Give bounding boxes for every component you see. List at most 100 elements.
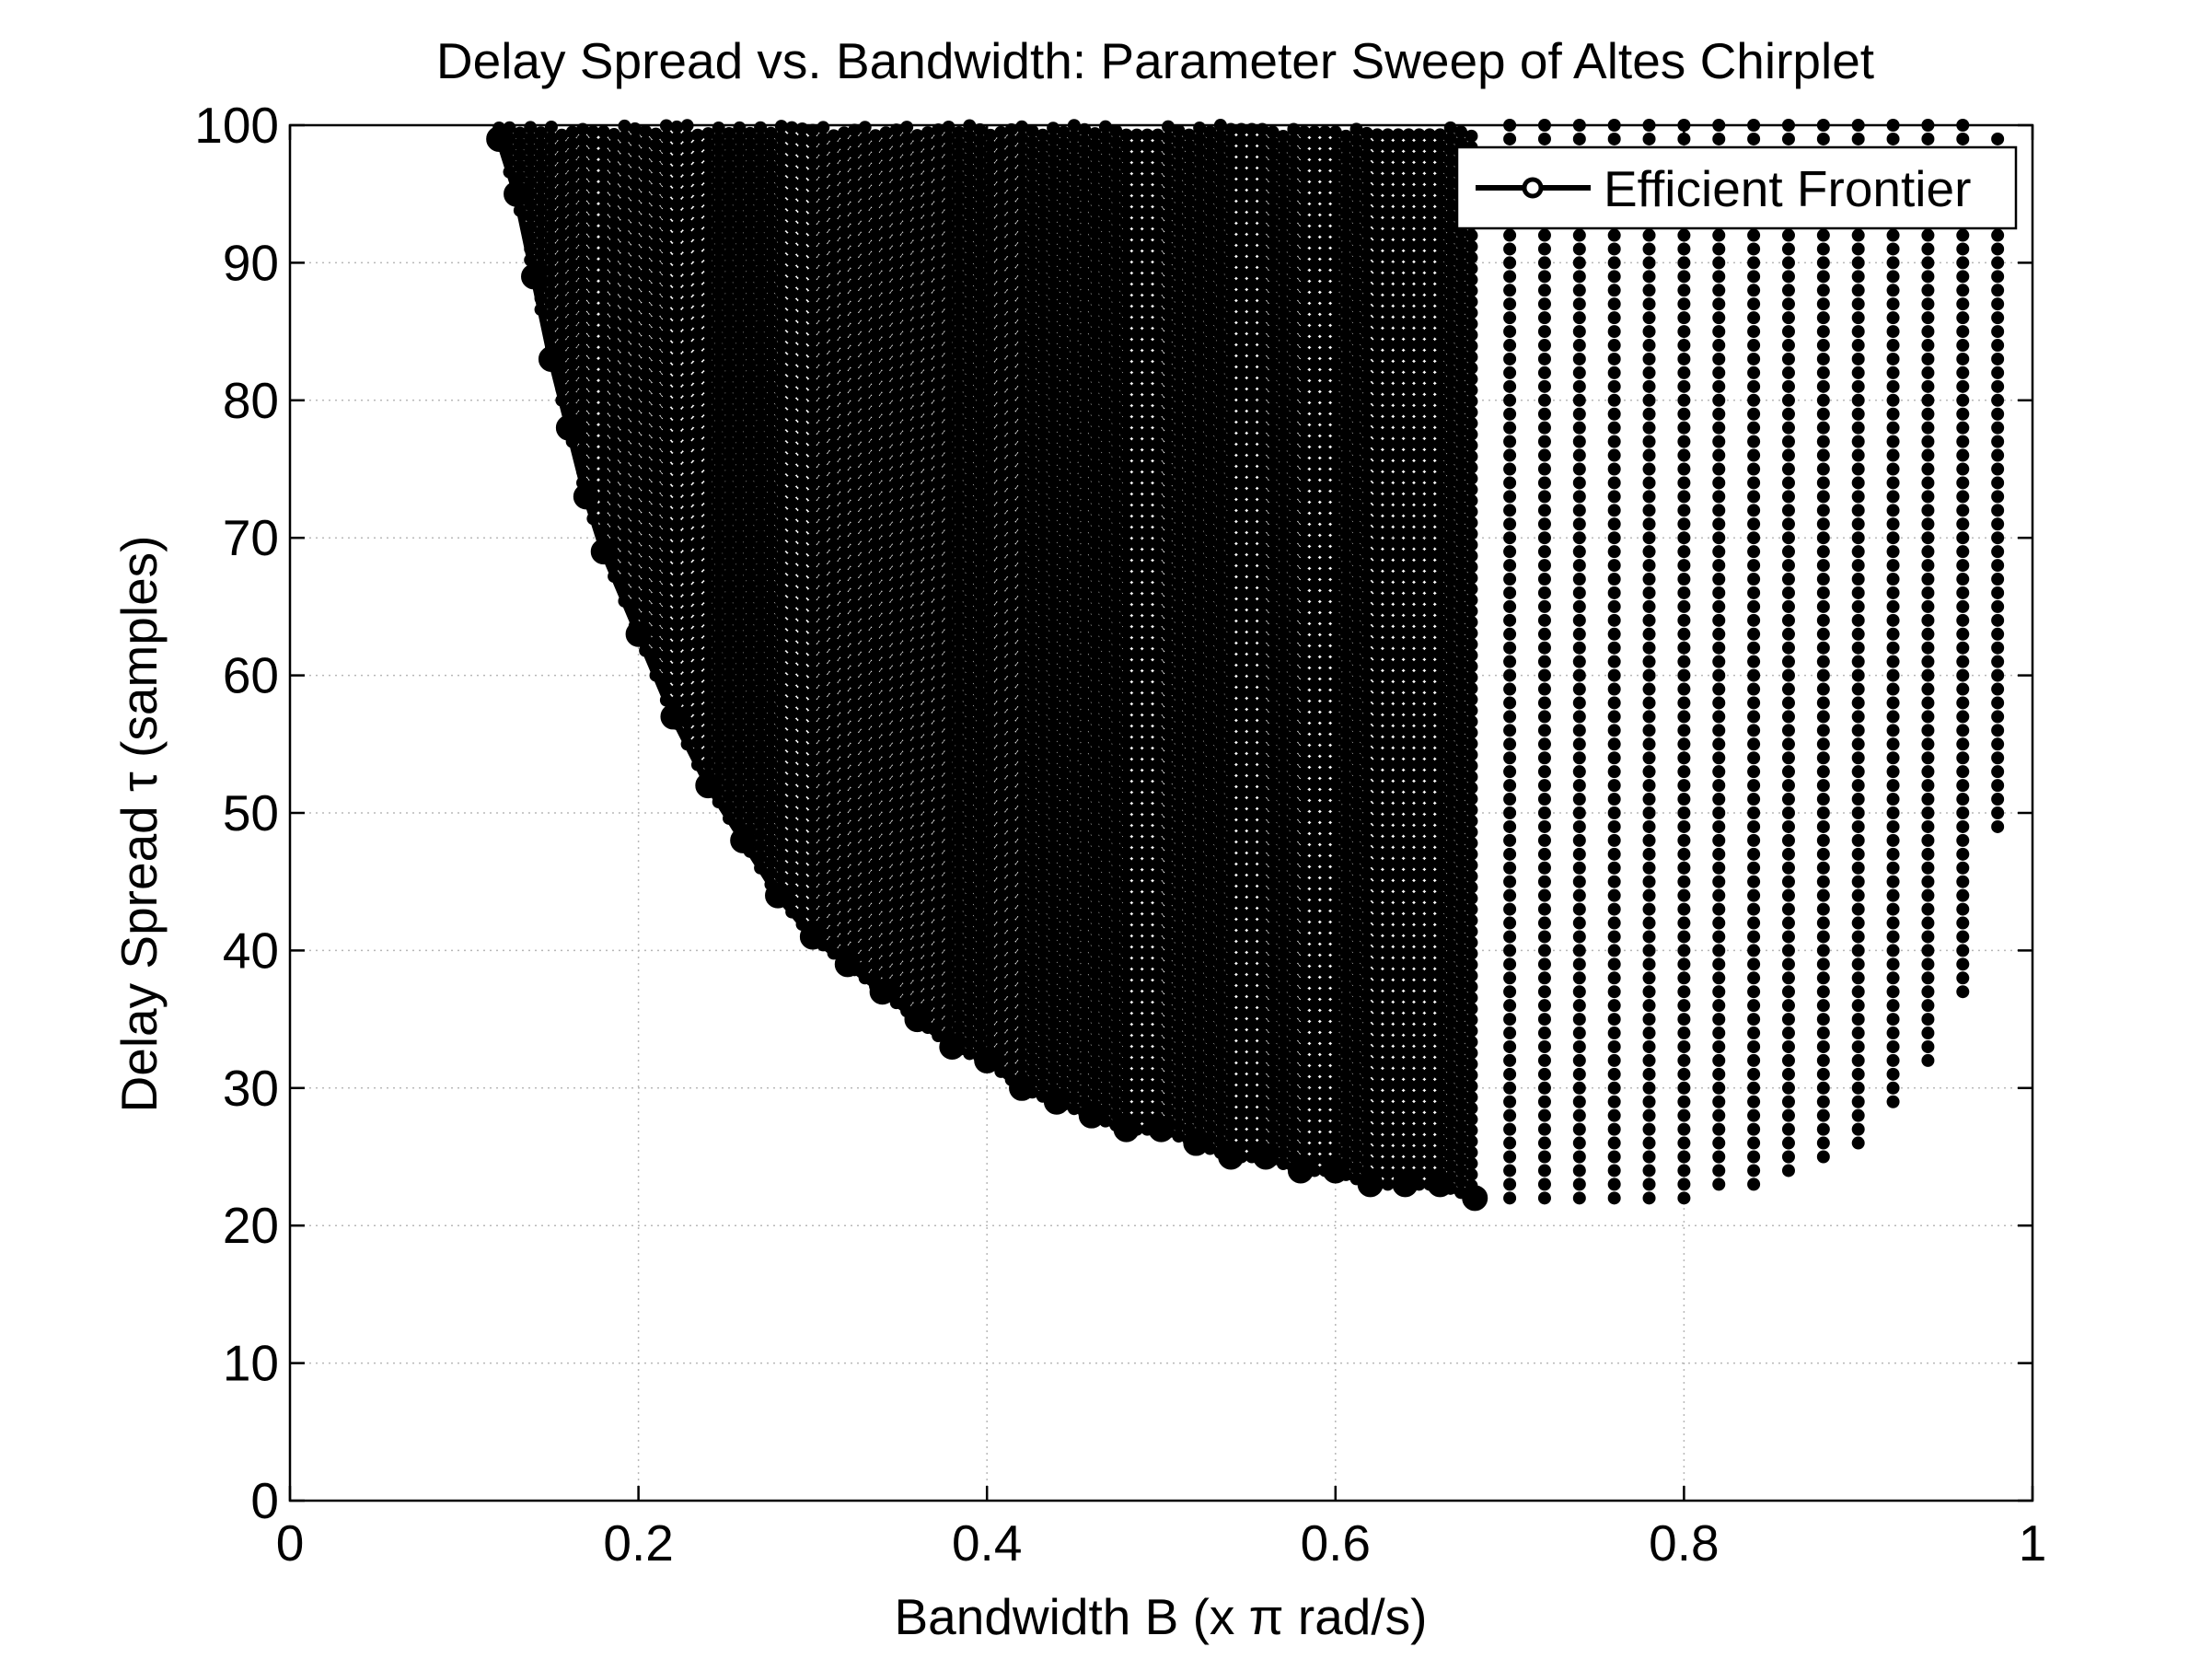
sweep-point [639, 445, 653, 458]
sweep-point [858, 761, 872, 775]
sweep-point [764, 535, 778, 549]
sweep-point [628, 331, 642, 345]
sweep-point [827, 836, 840, 850]
sweep-point [576, 189, 590, 203]
sweep-point [805, 510, 819, 524]
sweep-point [670, 462, 684, 476]
sweep-point [608, 249, 621, 263]
sweep-point [848, 764, 862, 778]
sweep-point [816, 739, 830, 753]
sweep-point [608, 504, 621, 517]
sweep-point [858, 342, 872, 355]
sweep-point [785, 375, 799, 389]
sweep-point [670, 506, 684, 520]
sweep-point [869, 261, 883, 275]
sweep-point [733, 673, 747, 687]
sweep-point [764, 126, 778, 140]
sweep-point [659, 318, 673, 331]
sweep-point [618, 472, 631, 486]
sweep-point [690, 316, 704, 330]
sweep-point [596, 335, 610, 349]
sweep-point [879, 469, 893, 482]
sweep-point [805, 201, 819, 215]
sweep-point [649, 193, 663, 207]
sweep-point [680, 296, 694, 309]
sweep-point [785, 629, 799, 643]
sweep-point [680, 494, 694, 508]
sweep-point [608, 238, 621, 252]
sweep-point [733, 209, 747, 223]
sweep-point [827, 582, 840, 596]
sweep-point [848, 698, 862, 712]
sweep-point [754, 717, 768, 731]
sweep-point [743, 535, 757, 549]
sweep-point [680, 516, 694, 530]
sweep-point [712, 144, 725, 157]
sweep-point [701, 447, 715, 461]
sweep-point [816, 408, 830, 422]
sweep-point [879, 458, 893, 471]
sweep-point [544, 142, 558, 156]
sweep-point [837, 391, 851, 405]
sweep-point [827, 626, 840, 640]
sweep-point [858, 529, 872, 543]
sweep-point [586, 169, 600, 183]
sweep-point [816, 551, 830, 565]
sweep-point [889, 797, 903, 811]
sweep-point [743, 391, 757, 405]
sweep-point [858, 264, 872, 278]
sweep-point [628, 586, 642, 599]
sweep-point [816, 529, 830, 543]
sweep-point [879, 590, 893, 604]
sweep-point [712, 674, 725, 688]
sweep-point [879, 789, 893, 803]
sweep-point [680, 284, 694, 298]
sweep-point [639, 290, 653, 304]
sweep-point [858, 143, 872, 157]
sweep-point [879, 270, 893, 284]
sweep-point [785, 717, 799, 731]
sweep-point [816, 684, 830, 698]
sweep-point [795, 597, 809, 611]
sweep-point [827, 781, 840, 795]
sweep-point [639, 478, 653, 492]
sweep-point [618, 196, 631, 210]
sweep-point [659, 461, 673, 475]
sweep-point [701, 249, 715, 262]
sweep-point [795, 785, 809, 799]
sweep-point [690, 559, 704, 573]
sweep-point [690, 515, 704, 528]
sweep-point [596, 468, 610, 481]
sweep-point [690, 725, 704, 738]
sweep-point [858, 551, 872, 565]
sweep-point [608, 305, 621, 319]
sweep-point [764, 756, 778, 770]
sweep-point [858, 839, 872, 853]
sweep-point [785, 828, 799, 841]
sweep-point [795, 642, 809, 655]
sweep-point [795, 200, 809, 214]
sweep-point [848, 742, 862, 756]
sweep-point [879, 203, 893, 217]
sweep-point [827, 350, 840, 364]
sweep-point [670, 484, 684, 498]
sweep-point [848, 576, 862, 590]
sweep-point [565, 225, 579, 238]
sweep-point [858, 684, 872, 698]
sweep-point [596, 390, 610, 404]
sweep-point [555, 216, 569, 230]
sweep-point [596, 203, 610, 216]
sweep-point [848, 830, 862, 844]
sweep-point [596, 125, 610, 139]
sweep-point [848, 477, 862, 491]
sweep-point [628, 210, 642, 224]
sweep-point [659, 384, 673, 398]
sweep-point [524, 165, 538, 179]
sweep-point [805, 609, 819, 623]
sweep-point [712, 530, 725, 544]
sweep-point [879, 447, 893, 460]
sweep-point [628, 530, 642, 544]
sweep-point [639, 522, 653, 536]
sweep-point [869, 151, 883, 165]
sweep-point [858, 485, 872, 499]
